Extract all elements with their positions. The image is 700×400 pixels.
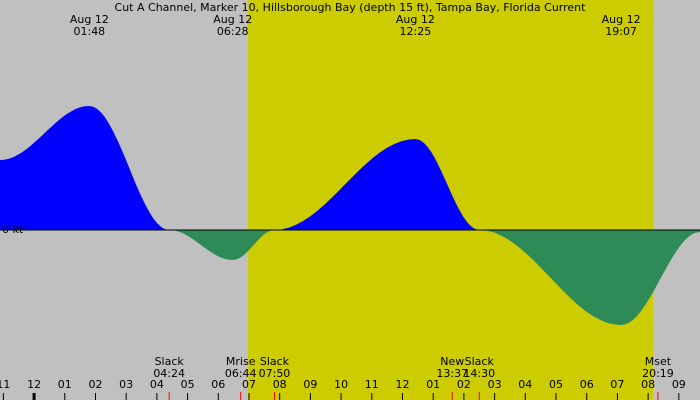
x-tick-label: 03 [488,378,502,391]
event-date: Aug 12 [213,13,252,26]
event-label: Slack [260,355,290,368]
event-time: 12:25 [400,25,432,38]
x-tick-label: 12 [27,378,41,391]
x-tick-label: 05 [181,378,195,391]
event-date: Aug 12 [70,13,109,26]
x-tick-label: 09 [672,378,686,391]
x-tick-label: 09 [303,378,317,391]
x-tick-label: 08 [273,378,287,391]
event-label: Mrise [226,355,256,368]
event-time: 20:19 [642,367,674,380]
x-tick-label: 08 [641,378,655,391]
x-tick-label: 07 [610,378,624,391]
event-label: New [440,355,464,368]
x-tick-label: 03 [119,378,133,391]
y-tick-label: 0 kt [2,223,24,236]
event-date: Aug 12 [602,13,641,26]
x-tick-label: 12 [396,378,410,391]
flood-area [0,106,700,230]
x-tick-label: 06 [211,378,225,391]
x-tick-label: 01 [426,378,440,391]
x-tick-label: 01 [58,378,72,391]
x-tick-label: 04 [150,378,164,391]
ebb-area [0,230,700,325]
x-tick-label: 05 [549,378,563,391]
event-time: 19:07 [605,25,637,38]
event-time: 01:48 [73,25,105,38]
event-time: 06:44 [225,367,257,380]
event-label: Slack [155,355,185,368]
x-tick-label: 04 [518,378,532,391]
x-tick-label: 11 [0,378,10,391]
event-label: Slack [465,355,495,368]
event-time: 14:30 [463,367,495,380]
x-tick-label: 02 [457,378,471,391]
chart-title: Cut A Channel, Marker 10, Hillsborough B… [115,1,587,14]
x-tick-label: 02 [88,378,102,391]
event-date: Aug 12 [396,13,435,26]
event-time: 04:24 [153,367,185,380]
x-tick-label: 11 [365,378,379,391]
event-label: Mset [645,355,672,368]
event-time: 07:50 [259,367,291,380]
x-tick-label: 10 [334,378,348,391]
event-time: 13:37 [436,367,468,380]
x-tick-label: 06 [580,378,594,391]
x-tick-label: 07 [242,378,256,391]
event-time: 06:28 [217,25,249,38]
